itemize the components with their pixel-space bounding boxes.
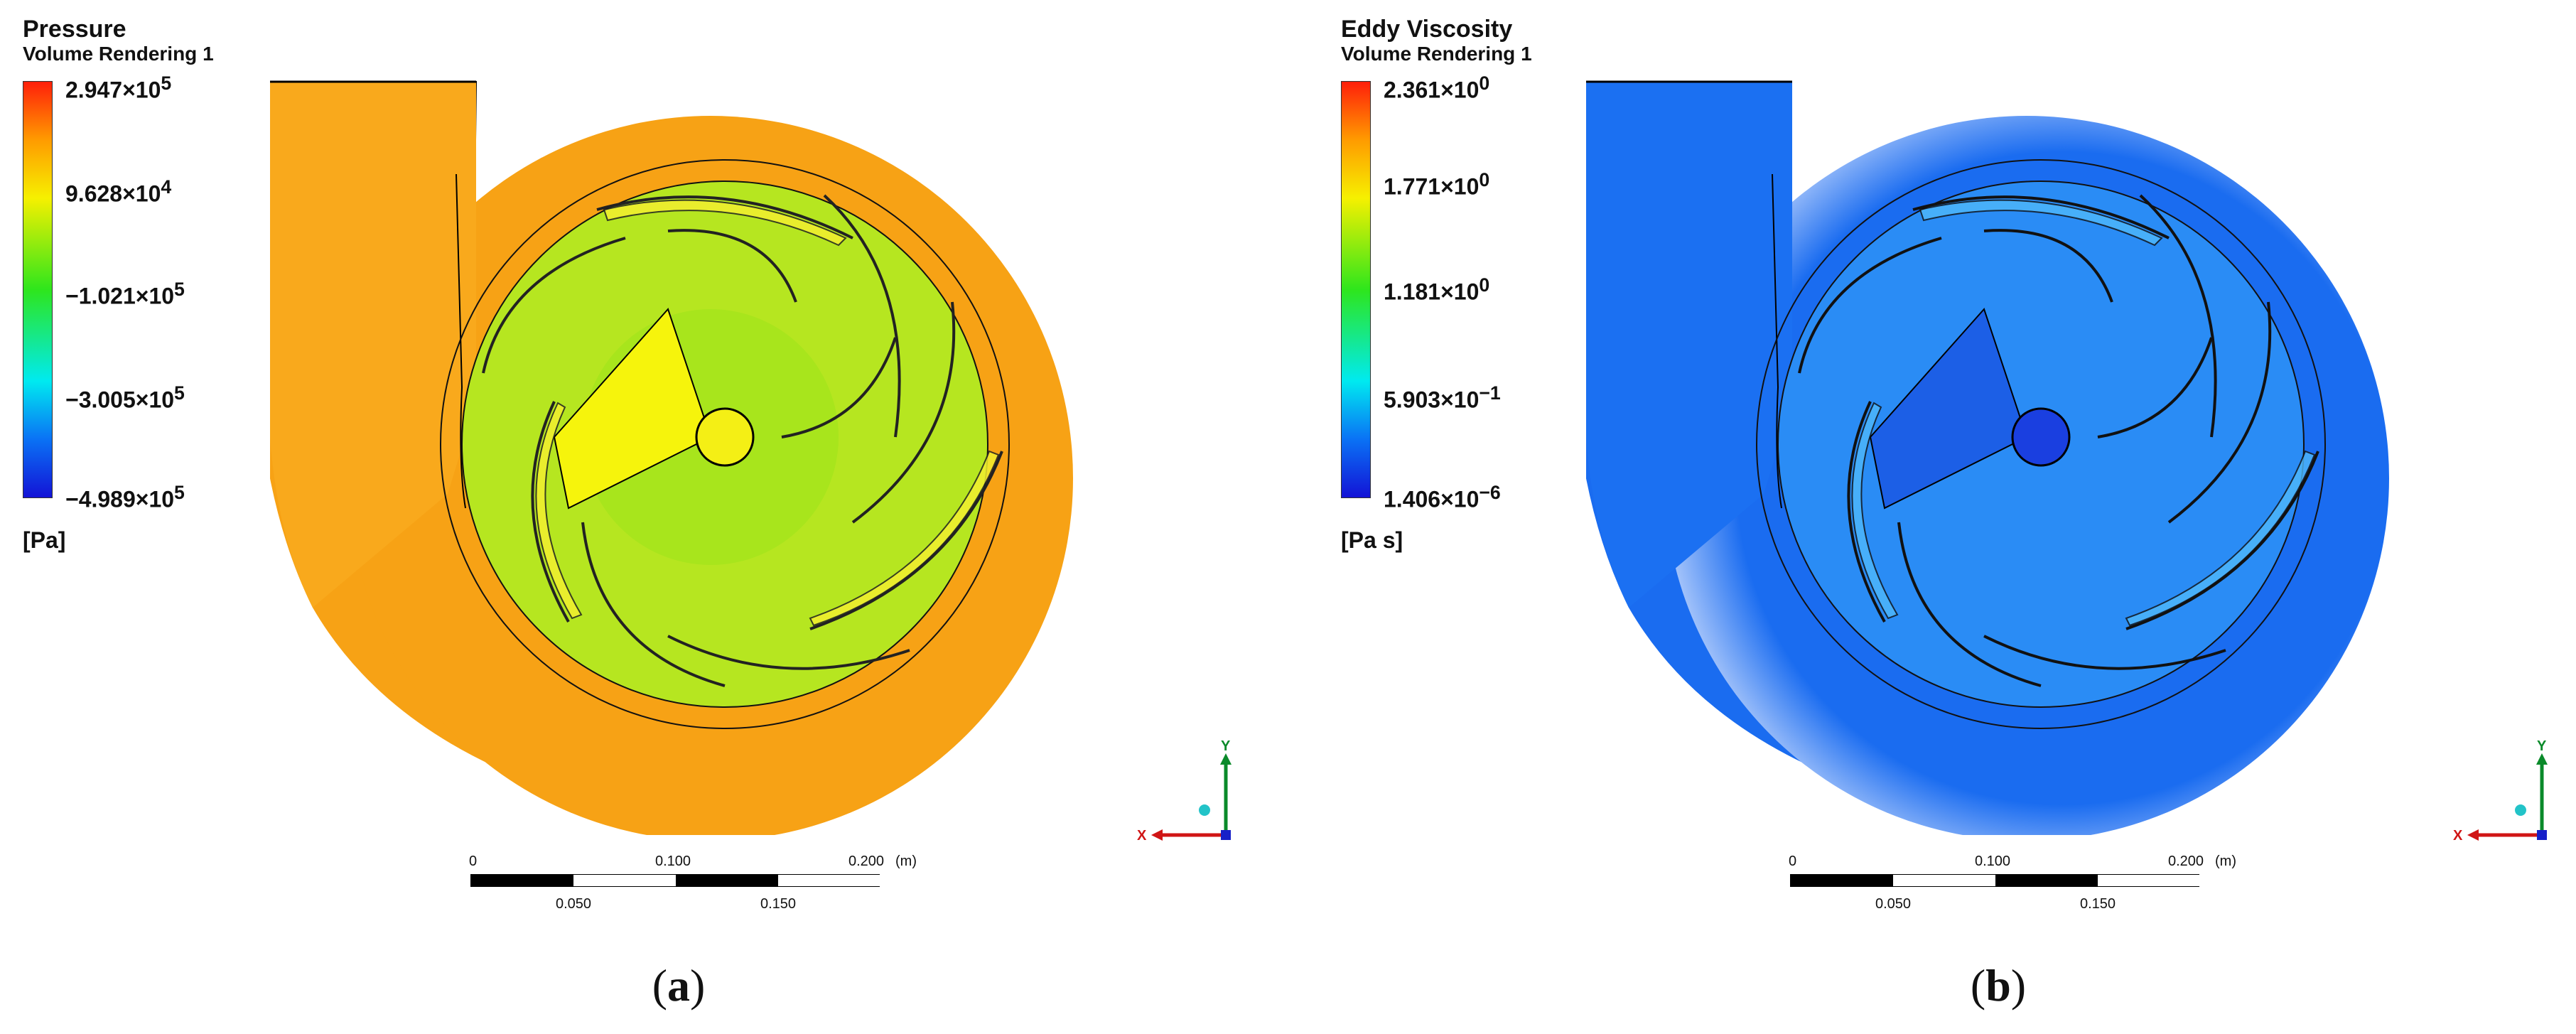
scale-label: 0.200 (2168, 853, 2204, 869)
scale-bar: 0 0.100 0.200 (m) 0.050 0.150 (469, 853, 917, 918)
axis-triad: Y X (1137, 739, 1232, 844)
impeller-outline (1756, 159, 2326, 729)
colorbar-unit: [Pa] (23, 527, 66, 553)
caption-a: (a) (652, 960, 706, 1011)
impeller-outline (440, 159, 1010, 729)
pump-contour-image (1586, 80, 2389, 835)
impeller-blades (1798, 194, 2319, 687)
colorbar-tick-label: 9.628×104 (65, 176, 172, 207)
scale-label: 0.100 (655, 853, 691, 869)
scale-label: 0.200 (848, 853, 885, 869)
hub (695, 407, 755, 467)
colorbar-unit: [Pa s] (1341, 527, 1403, 553)
impeller-blades (482, 194, 1003, 687)
legend-subtitle: Volume Rendering 1 (1341, 43, 1532, 65)
pump-contour-image (270, 80, 1073, 835)
scale-unit: (m) (895, 853, 917, 869)
colorbar-tick-label: −4.989×105 (65, 482, 185, 512)
legend-title: Pressure (23, 16, 126, 43)
scale-label: 0.050 (556, 896, 592, 912)
colorbar-tick-label: 2.361×100 (1384, 72, 1490, 103)
low-viscosity-region (1869, 308, 2028, 510)
panel-eddy-viscosity: Eddy Viscosity Volume Rendering 1 2.361×… (1288, 0, 2575, 1034)
colorbar (23, 81, 53, 498)
scale-label: 0.100 (1975, 853, 2011, 869)
x-axis-label: X (2453, 828, 2463, 844)
scale-label: 0.150 (760, 896, 797, 912)
hub (2011, 407, 2071, 467)
panel-pressure: Pressure Volume Rendering 1 2.947×105 9.… (23, 16, 1232, 1011)
scale-bar: 0 0.100 0.200 (m) 0.050 0.150 (1789, 853, 2236, 918)
colorbar (1341, 81, 1371, 498)
y-axis-label: Y (1221, 739, 1231, 754)
scale-label: 0 (1789, 853, 1797, 869)
colorbar-tick-label: 1.771×100 (1384, 169, 1490, 200)
colorbar-tick-label: 1.181×100 (1384, 274, 1490, 305)
scale-label: 0.050 (1875, 896, 1912, 912)
high-pressure-region (553, 308, 712, 510)
colorbar-tick-label: 5.903×10−1 (1384, 382, 1501, 413)
colorbar-tick-label: 2.947×105 (65, 72, 172, 103)
scale-label: 0.150 (2080, 896, 2116, 912)
caption-b: (b) (1970, 960, 2027, 1011)
y-axis-label: Y (2537, 739, 2547, 754)
legend-title: Eddy Viscosity (1341, 16, 1513, 43)
x-axis-label: X (1137, 828, 1147, 844)
scale-unit: (m) (2215, 853, 2236, 869)
colorbar-tick-label: 1.406×10−6 (1384, 482, 1501, 512)
scale-label: 0 (469, 853, 478, 869)
axis-triad: Y X (2453, 739, 2548, 844)
legend-subtitle: Volume Rendering 1 (23, 43, 214, 65)
colorbar-tick-label: −1.021×105 (65, 279, 185, 309)
colorbar-tick-label: −3.005×105 (65, 382, 185, 413)
